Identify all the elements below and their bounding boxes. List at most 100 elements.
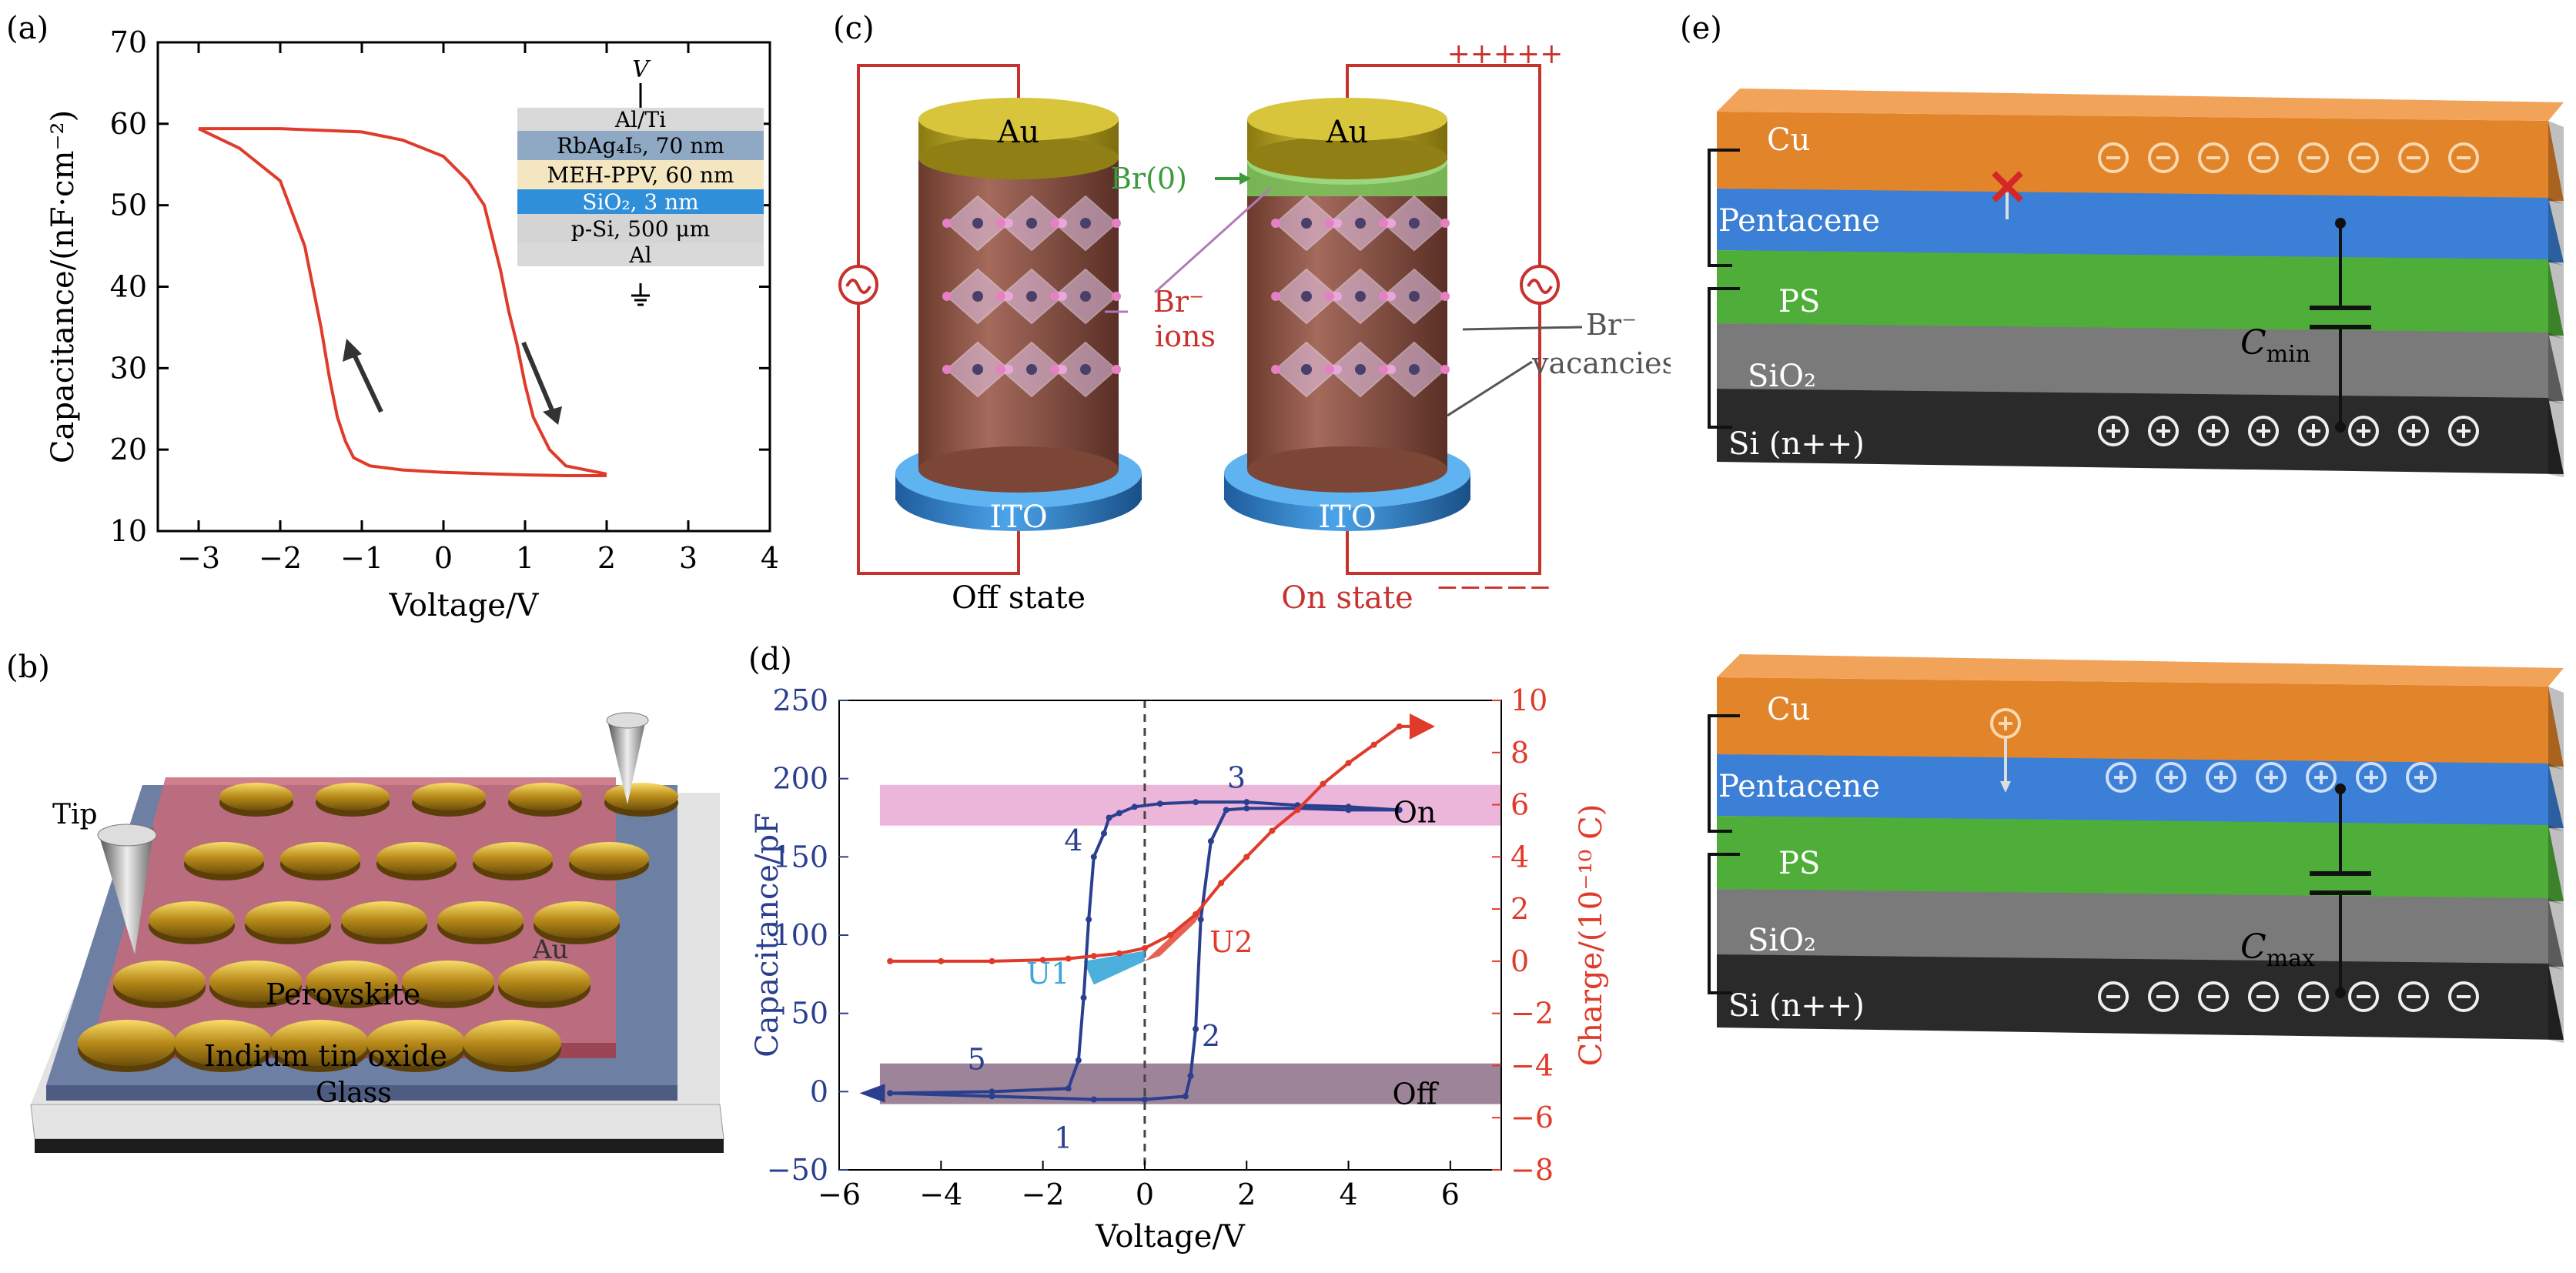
charge-icon (2098, 981, 2129, 1012)
data-point (1370, 741, 1377, 748)
circuit-left (857, 64, 1020, 575)
atom (1409, 218, 1420, 229)
br-ion (1325, 219, 1334, 228)
au-electrode (341, 901, 427, 938)
annotation: Off (1392, 1077, 1439, 1111)
data-point (1106, 814, 1112, 821)
panel-d-chart: −6 −4 −2 0 2 4 6 −50 0 50 100 150 200 250 −8 −6 −4 −2 0 2 4 6… (750, 683, 1609, 1255)
charge-icon (2398, 981, 2429, 1012)
annotation: 5 (968, 1043, 986, 1077)
label-br0: Br(0) (1110, 162, 1187, 195)
x-tick-label: 3 (679, 541, 698, 575)
layer-side (2548, 198, 2564, 266)
bottom-layer-si: Si (n++) (1728, 988, 1865, 1024)
inset-layer-label: Al/Ti (614, 107, 666, 132)
charge-icon (2156, 762, 2186, 793)
label-on-state: On state (1281, 580, 1413, 616)
x-tick-label: −3 (177, 541, 220, 575)
y2-tick-label: −2 (1510, 997, 1554, 1031)
ac-source-right-icon (1520, 265, 1560, 305)
top-layer-ps: PS (1778, 284, 1820, 319)
charge-icon (2198, 981, 2229, 1012)
panel-c-tag: (c) (833, 11, 875, 46)
br-ion (1379, 292, 1388, 301)
au-electrode (270, 1020, 369, 1066)
panel-d: (d) −6 −4 −2 0 2 4 6−50050100150200250−8−6−4−2… (748, 642, 1609, 1255)
br-ion (1050, 292, 1059, 301)
data-point (1345, 760, 1352, 767)
au-electrode (498, 961, 590, 1002)
data-point (1141, 1096, 1148, 1103)
bracket (1708, 149, 1740, 267)
cap-arrowhead (859, 1084, 885, 1103)
data-point (1243, 799, 1250, 806)
circuit-right (1346, 64, 1541, 575)
au-electrode (508, 783, 582, 810)
x-tick-label: 2 (1237, 1178, 1256, 1211)
au-electrode (473, 842, 553, 874)
data-point (989, 957, 995, 964)
label-au-right: Au (1326, 115, 1369, 150)
stack-top (1708, 89, 2564, 477)
data-point (1090, 854, 1097, 860)
layer-side (2548, 898, 2564, 970)
charge-icon (2148, 416, 2179, 446)
bottom-stack-labels: Cu Pentacene PS SiO₂ Si (n++) Cmax (1718, 692, 2315, 1024)
data-point (1182, 1093, 1189, 1100)
layer-block (1717, 189, 2564, 262)
x-tick-label: 4 (761, 541, 779, 575)
y2-tick-label: −8 (1510, 1153, 1554, 1187)
layer-side (2548, 398, 2564, 477)
y2-tick-label: 6 (1510, 788, 1529, 822)
inset-v-label: V (632, 56, 651, 83)
y-tick-label: 60 (110, 107, 147, 141)
top-layer-sio2: SiO₂ (1748, 359, 1816, 394)
au-electrode (219, 783, 293, 810)
br-ion (1050, 365, 1059, 374)
node (2335, 422, 2346, 433)
charge-icon (2198, 142, 2229, 173)
br-ion (942, 219, 952, 228)
x-tick-label: −6 (818, 1178, 861, 1211)
au-electrode (113, 961, 206, 1002)
atom (1026, 364, 1037, 375)
br-ion (996, 219, 1005, 228)
series-line (198, 127, 607, 478)
annotation: On (1393, 795, 1437, 829)
annotation: U1 (1026, 957, 1069, 991)
layer-block (1717, 323, 2564, 401)
au-electrode (316, 783, 390, 810)
charge-icon (2406, 762, 2437, 793)
annotation: 1 (1054, 1121, 1072, 1154)
device-on (1224, 98, 1470, 531)
label-tip: Tip (52, 799, 98, 830)
data-point (989, 1093, 995, 1100)
au-electrode (149, 901, 235, 938)
charge-icon (1990, 708, 2021, 739)
annotation: U2 (1209, 925, 1253, 959)
panel-b: (b) Tip Au Perovskite Indium tin oxide G… (6, 650, 724, 1153)
panel-b-tag: (b) (6, 650, 50, 685)
stack-bottom (1708, 654, 2564, 1043)
data-point (1294, 807, 1301, 814)
charge-icon (2148, 981, 2179, 1012)
data-point (1065, 1085, 1072, 1092)
atom (1355, 291, 1366, 302)
br-ion (1050, 219, 1059, 228)
charge-icon (2148, 142, 2179, 173)
data-point (1269, 827, 1276, 834)
au-electrode (184, 842, 264, 874)
x-tick-label: 6 (1441, 1178, 1460, 1211)
y-axis-label: Capacitance/pF (750, 813, 785, 1057)
sweep-arrow-up (348, 345, 383, 413)
x-tick-label: −2 (1022, 1178, 1065, 1211)
br-ion (996, 292, 1005, 301)
layer-block (1717, 889, 2564, 967)
data-point (1223, 807, 1229, 814)
top-layer-pentacene: Pentacene (1718, 203, 1880, 239)
band-on (879, 784, 1501, 826)
inset-layer (517, 108, 764, 131)
bracket (1708, 714, 1740, 833)
label-ions: ions (1155, 319, 1216, 353)
atom (1301, 291, 1312, 302)
